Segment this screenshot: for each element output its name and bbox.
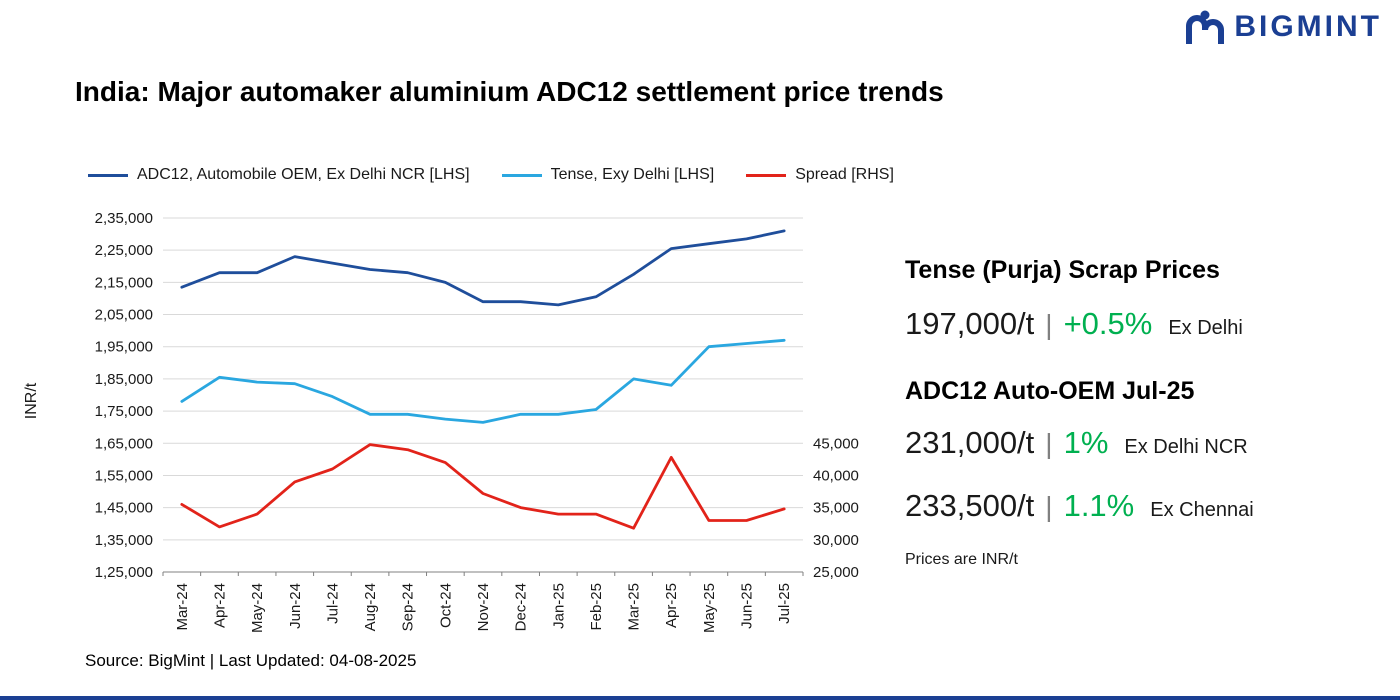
svg-text:Dec-24: Dec-24 <box>513 583 530 631</box>
adc12-chennai-price-location: Ex Chennai <box>1150 499 1254 522</box>
svg-text:Jun-25: Jun-25 <box>739 583 756 629</box>
svg-text:2,15,000: 2,15,000 <box>95 274 153 291</box>
adc12-delhi-price-location: Ex Delhi NCR <box>1124 436 1248 459</box>
svg-text:May-25: May-25 <box>701 583 718 633</box>
prices-unit-note: Prices are INR/t <box>905 550 1018 568</box>
svg-text:35,000: 35,000 <box>813 500 859 517</box>
source-note: Source: BigMint | Last Updated: 04-08-20… <box>85 651 417 670</box>
chart-legend: ADC12, Automobile OEM, Ex Delhi NCR [LHS… <box>88 166 894 184</box>
adc12-delhi-price-value: 231,000/t <box>905 425 1035 461</box>
price-trend-chart: 2,35,000 2,25,000 2,15,000 2,05,000 1,95,000… <box>35 200 915 670</box>
svg-text:40,000: 40,000 <box>813 467 859 484</box>
scrap-price-location: Ex Delhi <box>1168 317 1243 339</box>
adc12-delhi-price-row: 231,000/t | 1% Ex Delhi NCR <box>905 424 1385 461</box>
svg-text:1,55,000: 1,55,000 <box>95 467 153 484</box>
svg-text:1,85,000: 1,85,000 <box>95 371 153 388</box>
bigmint-logo-text: BIGMINT <box>1234 10 1382 43</box>
svg-text:2,35,000: 2,35,000 <box>95 210 153 227</box>
svg-text:Jan-25: Jan-25 <box>550 583 567 629</box>
legend-item-adc12: ADC12, Automobile OEM, Ex Delhi NCR [LHS… <box>88 166 470 184</box>
svg-text:Mar-24: Mar-24 <box>174 583 191 631</box>
svg-text:45,000: 45,000 <box>813 435 859 452</box>
svg-text:Jul-24: Jul-24 <box>324 583 341 624</box>
adc12-heading: ADC12 Auto-OEM Jul-25 <box>905 377 1195 406</box>
svg-text:1,75,000: 1,75,000 <box>95 403 153 420</box>
svg-text:Jun-24: Jun-24 <box>287 583 304 629</box>
svg-text:2,05,000: 2,05,000 <box>95 307 153 324</box>
adc12-line-swatch <box>88 173 128 177</box>
adc12-delhi-price-change: 1% <box>1063 425 1109 461</box>
svg-text:30,000: 30,000 <box>813 532 859 549</box>
svg-text:1,25,000: 1,25,000 <box>95 564 153 581</box>
bigmint-logo-icon <box>1186 10 1225 44</box>
svg-text:Nov-24: Nov-24 <box>475 583 492 631</box>
legend-label-tense: Tense, Exy Delhi [LHS] <box>550 166 715 183</box>
bottom-accent-bar <box>0 696 1400 700</box>
legend-item-spread: Spread [RHS] <box>746 166 894 184</box>
svg-text:Jul-25: Jul-25 <box>776 583 793 624</box>
svg-text:1,95,000: 1,95,000 <box>95 339 153 356</box>
svg-text:25,000: 25,000 <box>813 564 859 581</box>
scrap-price-change: +0.5% <box>1063 306 1153 341</box>
svg-text:Apr-25: Apr-25 <box>663 583 680 628</box>
legend-label-spread: Spread [RHS] <box>795 166 894 183</box>
scrap-prices-heading: Tense (Purja) Scrap Prices <box>905 256 1220 284</box>
scrap-price-value: 197,000/t <box>905 306 1035 341</box>
adc12-chennai-price-value: 233,500/t <box>905 488 1035 524</box>
svg-text:Mar-25: Mar-25 <box>626 583 643 631</box>
svg-text:Feb-25: Feb-25 <box>588 583 605 631</box>
spread-line-swatch <box>746 173 787 177</box>
adc12-chennai-price-row: 233,500/t | 1.1% Ex Chennai <box>905 487 1385 524</box>
tense-line-swatch <box>501 173 542 177</box>
separator: | <box>1045 309 1053 340</box>
separator: | <box>1045 491 1053 523</box>
svg-text:1,45,000: 1,45,000 <box>95 500 153 517</box>
summary-panel: Tense (Purja) Scrap Prices 197,000/t | +… <box>905 255 1385 569</box>
svg-text:Apr-24: Apr-24 <box>211 583 228 628</box>
svg-text:2,25,000: 2,25,000 <box>95 242 153 259</box>
adc12-chennai-price-change: 1.1% <box>1063 488 1135 524</box>
svg-text:1,35,000: 1,35,000 <box>95 532 153 549</box>
bigmint-logo: BIGMINT <box>1185 10 1382 44</box>
svg-text:Aug-24: Aug-24 <box>362 583 379 631</box>
separator: | <box>1045 428 1053 460</box>
scrap-price-row: 197,000/t | +0.5% Ex Delhi <box>905 305 1385 342</box>
price-trend-chart-svg: 2,35,000 2,25,000 2,15,000 2,05,000 1,95,000… <box>95 210 859 633</box>
svg-text:Oct-24: Oct-24 <box>437 583 454 628</box>
legend-item-tense: Tense, Exy Delhi [LHS] <box>501 166 715 184</box>
svg-text:1,65,000: 1,65,000 <box>95 435 153 452</box>
legend-label-adc12: ADC12, Automobile OEM, Ex Delhi NCR [LHS… <box>137 166 470 183</box>
svg-text:Sep-24: Sep-24 <box>400 583 417 631</box>
page-title: India: Major automaker aluminium ADC12 s… <box>75 76 944 107</box>
svg-text:May-24: May-24 <box>249 583 266 633</box>
